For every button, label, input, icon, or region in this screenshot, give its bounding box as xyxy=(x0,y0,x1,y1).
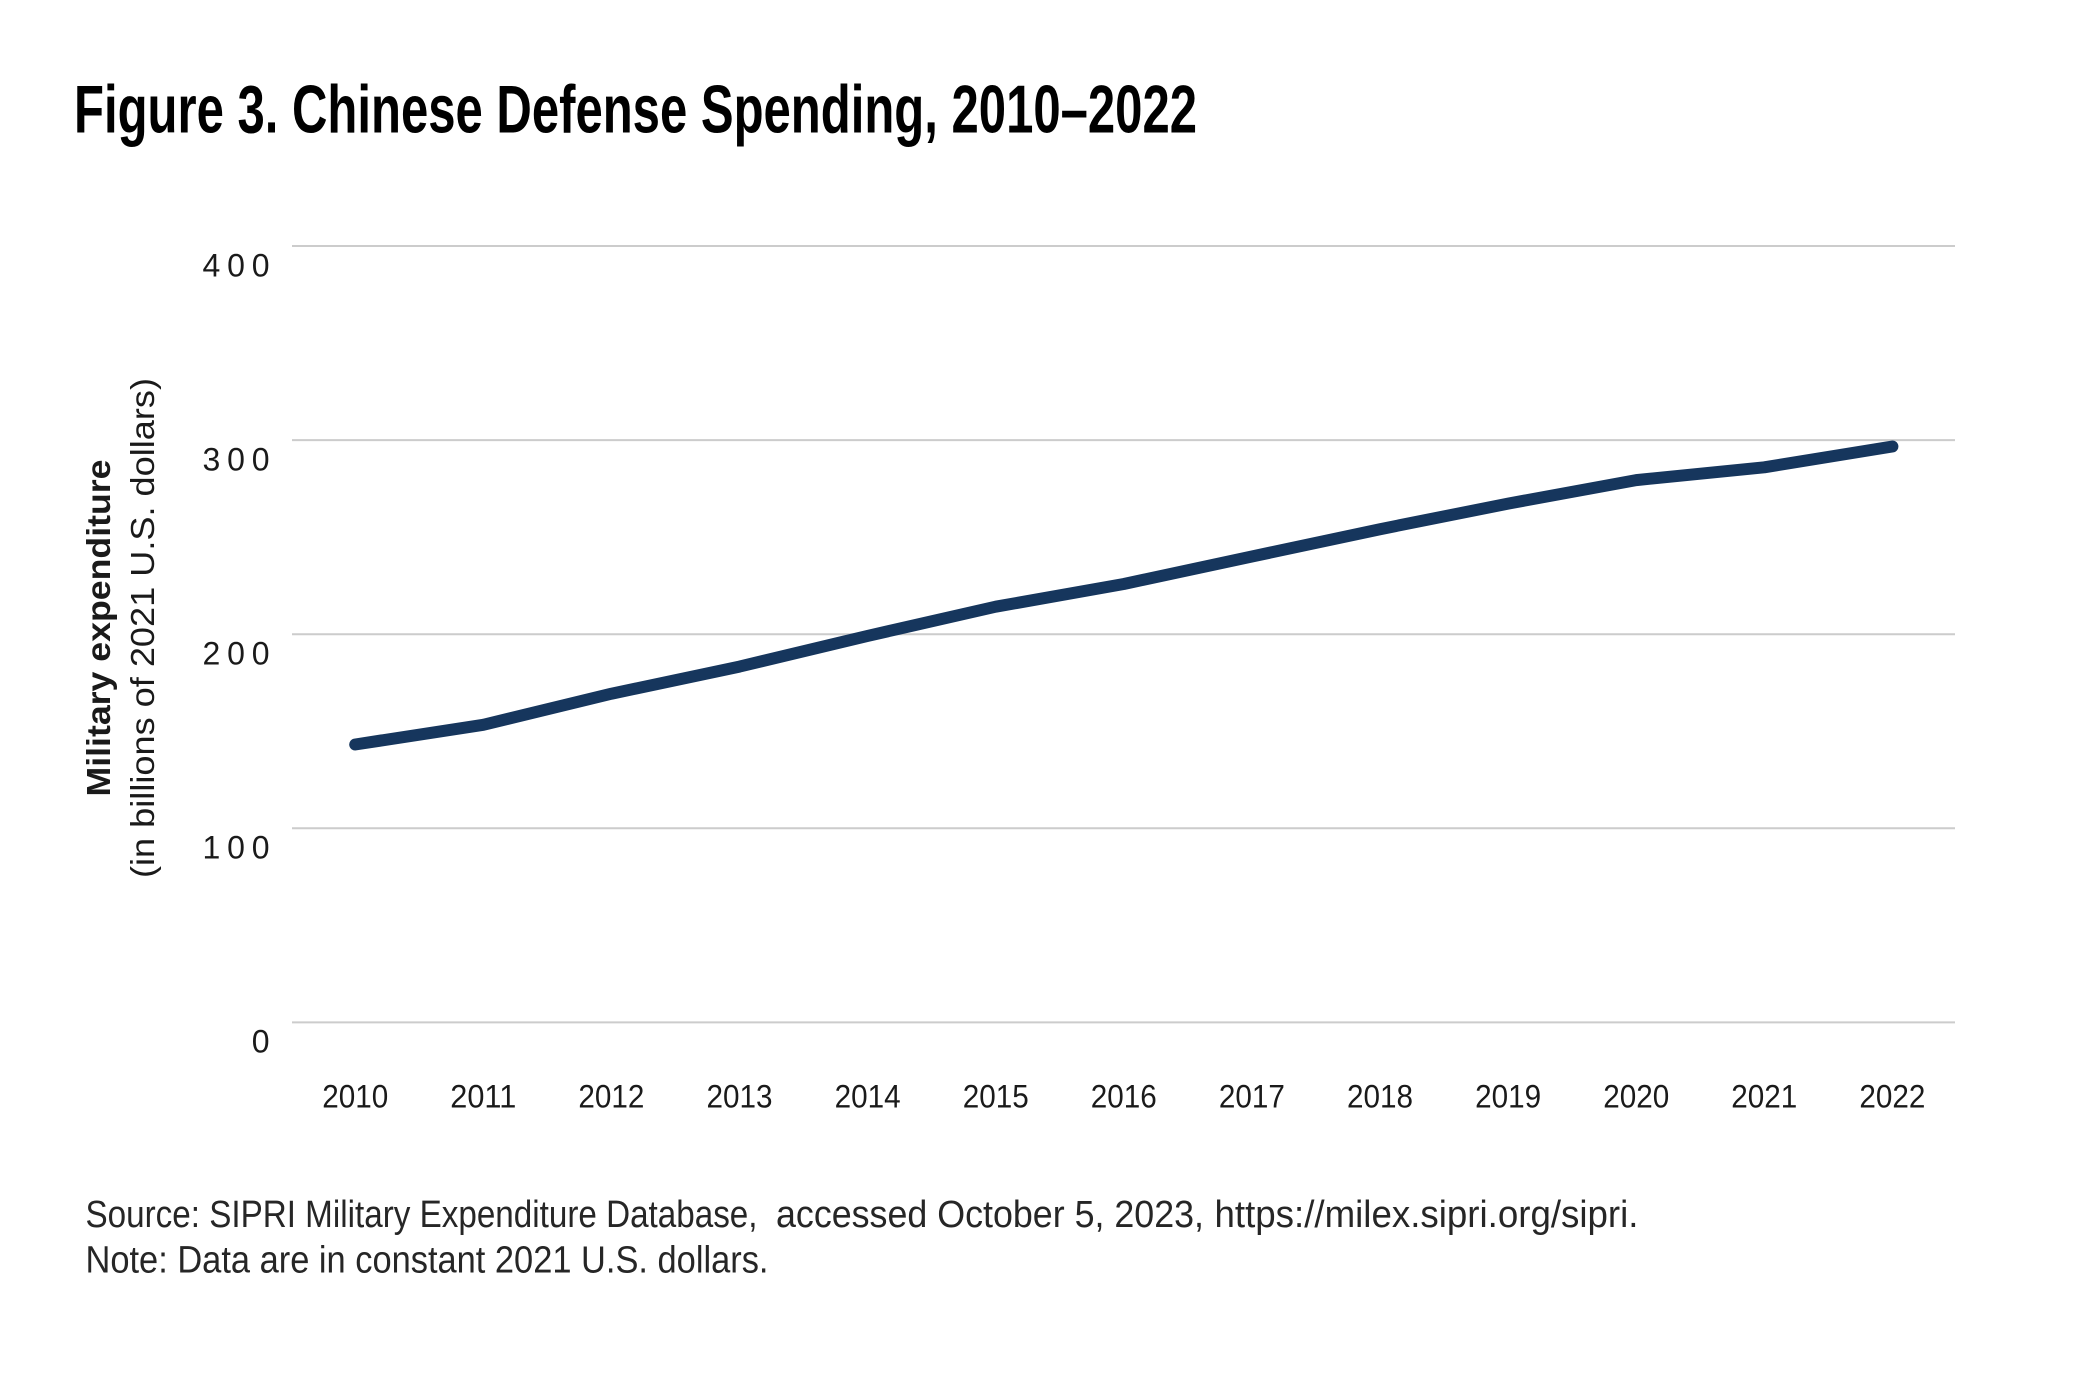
svg-text:0: 0 xyxy=(252,1024,270,1060)
svg-text:2015: 2015 xyxy=(963,1079,1029,1115)
svg-text:Source: SIPRI Military Expendi: Source: SIPRI Military Expenditure Datab… xyxy=(86,1194,1639,1236)
svg-text:200: 200 xyxy=(203,636,270,672)
svg-text:2021: 2021 xyxy=(1731,1079,1797,1115)
svg-text:2020: 2020 xyxy=(1603,1079,1669,1115)
svg-text:2011: 2011 xyxy=(450,1079,516,1115)
svg-text:Figure 3. Chinese Defense Spen: Figure 3. Chinese Defense Spending, 2010… xyxy=(74,72,1197,148)
svg-text:2016: 2016 xyxy=(1091,1079,1157,1115)
svg-text:2017: 2017 xyxy=(1219,1079,1285,1115)
svg-text:2013: 2013 xyxy=(707,1079,773,1115)
svg-text:2010: 2010 xyxy=(322,1079,388,1115)
svg-text:2019: 2019 xyxy=(1475,1079,1541,1115)
svg-text:300: 300 xyxy=(203,442,270,478)
svg-text:2018: 2018 xyxy=(1347,1079,1413,1115)
svg-text:400: 400 xyxy=(203,247,270,283)
svg-text:(in billions of 2021 U.S. doll: (in billions of 2021 U.S. dollars) xyxy=(124,378,161,878)
svg-text:2012: 2012 xyxy=(578,1079,644,1115)
svg-text:Military expenditure: Military expenditure xyxy=(80,460,117,797)
svg-text:100: 100 xyxy=(203,830,270,866)
svg-text:Note: Data are in constant 202: Note: Data are in constant 2021 U.S. dol… xyxy=(86,1240,769,1282)
svg-text:2022: 2022 xyxy=(1859,1079,1925,1115)
svg-text:2014: 2014 xyxy=(835,1079,901,1115)
